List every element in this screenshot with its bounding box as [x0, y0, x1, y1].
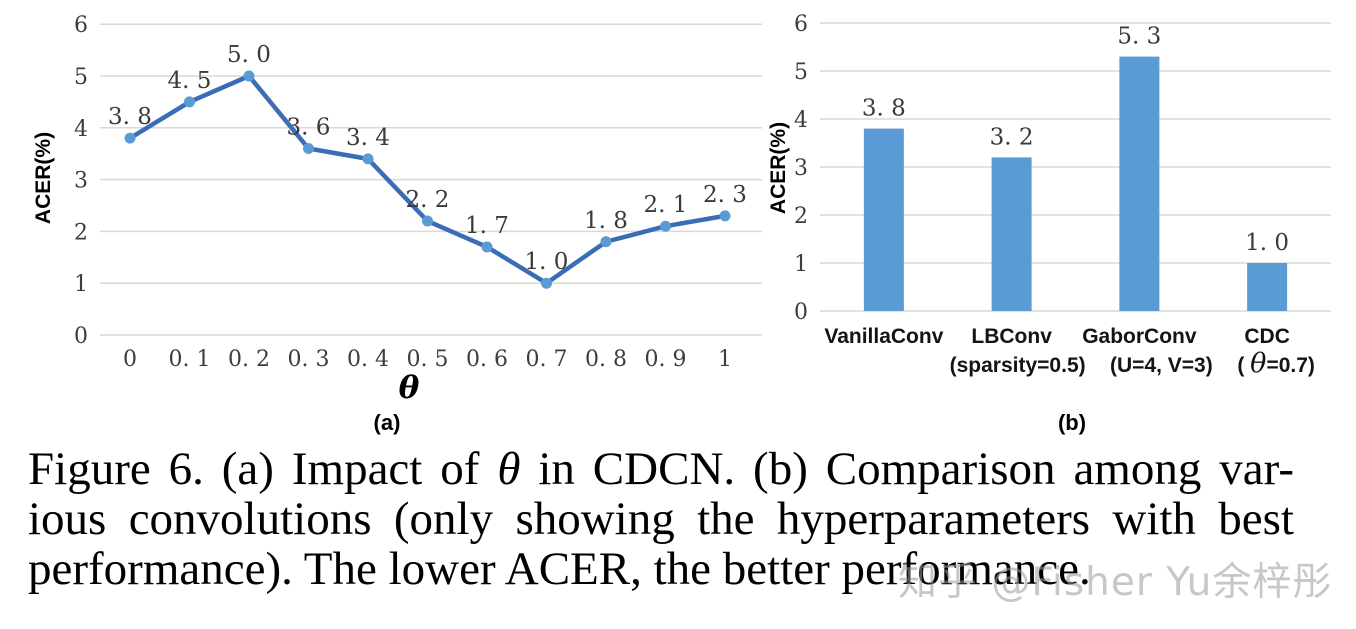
- y-tick-label: 6: [74, 13, 88, 38]
- data-point-label: 3. 6: [287, 115, 331, 141]
- data-point-marker: [362, 153, 374, 165]
- category-label: GaborConv: [1082, 325, 1197, 348]
- x-tick-label: 0. 7: [526, 347, 568, 372]
- convolution-comparison-bar-chart: 0 1 2 3 4 5 6 3. 8 VanillaConv 3. 2 LBConv (sparsit…: [767, 12, 1331, 435]
- bar-value-label: 5. 3: [1117, 24, 1161, 50]
- data-point-marker: [124, 132, 136, 144]
- y-tick-label: 4: [794, 108, 808, 133]
- y-tick-label: 4: [74, 117, 88, 142]
- data-point-label: 1. 0: [525, 249, 569, 275]
- data-point-marker: [541, 277, 552, 289]
- category-sublabel: (U=4, V=3): [1110, 354, 1213, 377]
- data-point-label: 3. 8: [108, 104, 152, 130]
- caption-line-1: Figure 6. (a) Impact of θ in CDCN. (b) C…: [28, 444, 1294, 494]
- y-tick-label: 3: [74, 169, 88, 194]
- bar-value-label: 1. 0: [1245, 230, 1289, 256]
- y-axis-title: ACER(%): [767, 122, 790, 214]
- data-point-marker: [719, 210, 731, 222]
- caption-line-1-pre: Figure 6. (a) Impact of: [28, 443, 498, 495]
- bar-vanillaconv: [863, 128, 904, 311]
- y-tick-label: 0: [794, 300, 808, 325]
- caption-line-3: performance). The lower ACER, the better…: [28, 543, 1091, 595]
- data-point-label: 2. 3: [703, 182, 747, 208]
- x-tick-label: 0. 4: [347, 347, 389, 372]
- bar-value-label: 3. 8: [862, 96, 906, 122]
- data-point-marker: [481, 241, 493, 253]
- y-tick-label: 1: [794, 252, 808, 277]
- caption-line-2: ious convolutions (only showing the hype…: [28, 493, 1294, 545]
- x-tick-label: 0. 8: [585, 347, 627, 372]
- x-axis-title-theta: θ: [399, 370, 420, 406]
- x-tick-label: 0: [123, 347, 137, 372]
- bar-cdc: [1247, 263, 1288, 311]
- y-tick-label: 0: [74, 324, 88, 349]
- data-point-label: 3. 4: [346, 125, 390, 151]
- data-point-label: 5. 0: [227, 42, 271, 68]
- y-tick-label: 2: [794, 204, 808, 229]
- y-tick-label: 3: [794, 156, 808, 181]
- figure-caption: Figure 6. (a) Impact of θ in CDCN. (b) C…: [28, 444, 1294, 594]
- panel-a-label: (a): [374, 410, 401, 435]
- bar-gaborconv: [1119, 56, 1160, 311]
- y-tick-label: 5: [794, 60, 808, 85]
- data-point-marker: [243, 70, 255, 82]
- data-point-marker: [422, 215, 433, 227]
- data-point-label: 1. 8: [584, 208, 628, 234]
- bar-lbconv: [991, 157, 1032, 311]
- watermark-text: 知乎 @Fisher Yu余梓彤: [898, 560, 1333, 605]
- y-tick-label: 2: [74, 220, 88, 245]
- caption-theta-symbol: θ: [497, 443, 521, 495]
- bar-value-label: 3. 2: [990, 124, 1034, 150]
- theta-impact-line-chart: 0 1 2 3 4 5 6 0 0. 1 0. 2 0. 3 0. 4 0. 5 0. 6 0. 7 0. 8…: [32, 13, 762, 435]
- x-tick-label: 0. 5: [407, 347, 449, 372]
- data-point-label: 1. 7: [465, 213, 509, 239]
- category-label: CDC: [1244, 325, 1290, 348]
- data-point-marker: [660, 220, 671, 232]
- category-sublabel: ( θ=0.7): [1237, 348, 1315, 379]
- category-label: VanillaConv: [824, 325, 943, 348]
- y-tick-label: 1: [74, 272, 88, 297]
- data-point-marker: [184, 96, 195, 108]
- y-tick-label: 6: [794, 12, 808, 37]
- data-point-label: 2. 1: [644, 192, 688, 218]
- y-axis-title: ACER(%): [32, 132, 55, 224]
- panel-b-label: (b): [1058, 410, 1086, 435]
- category-label: LBConv: [971, 325, 1052, 348]
- caption-line-1-post: in CDCN. (b) Comparison among var-: [520, 443, 1294, 495]
- category-sublabel: (sparsity=0.5): [950, 354, 1086, 377]
- data-point-marker: [600, 236, 612, 248]
- x-tick-label: 0. 3: [288, 347, 330, 372]
- x-tick-label: 0. 2: [228, 347, 270, 372]
- x-tick-label: 0. 1: [169, 347, 211, 372]
- y-tick-label: 5: [74, 65, 88, 90]
- data-point-label: 2. 2: [406, 187, 450, 213]
- data-point-marker: [303, 143, 314, 155]
- x-tick-label: 0. 9: [645, 347, 687, 372]
- x-tick-label: 1: [718, 347, 732, 372]
- data-point-label: 4. 5: [168, 68, 212, 94]
- x-tick-label: 0. 6: [466, 347, 508, 372]
